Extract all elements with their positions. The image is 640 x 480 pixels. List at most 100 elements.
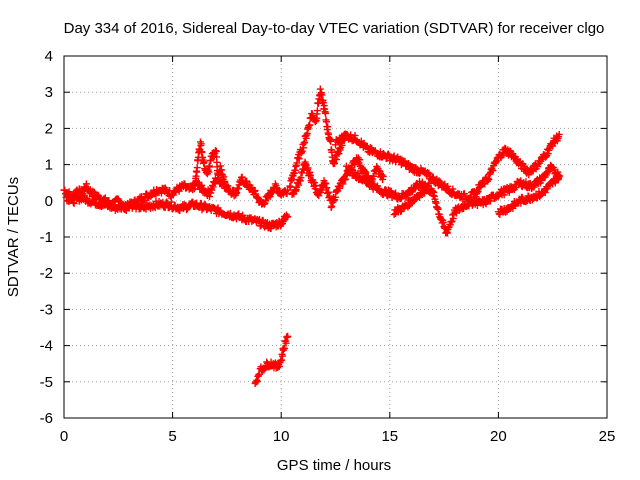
data-point-marker	[306, 121, 314, 129]
data-point-marker	[295, 155, 303, 163]
y-tick-label: 0	[45, 193, 53, 210]
data-point-marker	[214, 204, 222, 212]
data-point-marker	[91, 195, 99, 203]
data-point-marker	[318, 91, 326, 99]
data-point-marker	[473, 201, 481, 209]
series-late-bottom	[494, 170, 563, 218]
data-point-marker	[226, 209, 234, 217]
x-tick-label: 20	[490, 428, 507, 445]
data-point-marker	[266, 193, 274, 201]
data-point-marker	[205, 168, 213, 176]
data-point-marker	[134, 200, 142, 208]
y-tick-label: 4	[45, 48, 53, 65]
data-point-marker	[176, 207, 184, 215]
data-point-marker	[197, 140, 205, 148]
data-point-marker	[404, 203, 412, 211]
data-point-marker	[500, 191, 508, 199]
data-point-marker	[555, 172, 563, 180]
data-point-marker	[425, 179, 433, 187]
data-point-marker	[200, 201, 208, 209]
y-tick-label: -2	[40, 265, 53, 282]
series-lower-branch	[62, 191, 292, 233]
series-storm-peak	[286, 85, 350, 191]
data-point-marker	[101, 194, 109, 202]
data-point-marker	[328, 202, 336, 210]
data-point-marker	[324, 123, 332, 131]
data-point-marker	[221, 177, 229, 185]
x-tick-label: 10	[273, 428, 290, 445]
y-tick-label: 2	[45, 120, 53, 137]
data-point-marker	[486, 197, 494, 205]
plot-frame	[63, 55, 608, 419]
data-point-marker	[425, 169, 433, 177]
x-axis-label: GPS time / hours	[277, 457, 391, 474]
y-tick-label: 3	[45, 84, 53, 101]
data-point-marker	[351, 131, 359, 139]
data-point-marker	[536, 193, 544, 201]
y-tick-label: -5	[40, 374, 53, 391]
data-markers	[60, 85, 563, 387]
series-negative-excursion	[251, 332, 292, 387]
series-late-upper	[473, 130, 563, 196]
data-point-marker	[362, 168, 370, 176]
y-tick-label: 1	[45, 157, 53, 174]
data-point-marker	[175, 187, 183, 195]
data-point-marker	[340, 136, 348, 144]
data-point-marker	[449, 185, 457, 193]
tick-labels: 0 5 10 15 20 25 -6 -5 -4 -3 -2 -1 0 1 2 3 4	[40, 48, 616, 445]
data-point-marker	[279, 352, 287, 360]
x-tick-label: 25	[599, 428, 616, 445]
data-point-marker	[304, 164, 312, 172]
data-point-marker	[390, 211, 398, 219]
series-post-storm-upper	[332, 130, 481, 204]
data-point-marker	[460, 190, 468, 198]
data-point-marker	[255, 370, 263, 378]
data-point-marker	[70, 199, 78, 207]
data-point-marker	[200, 158, 208, 166]
y-tick-label: -4	[40, 338, 53, 355]
data-point-marker	[392, 189, 400, 197]
axis-ticks	[63, 55, 608, 419]
data-point-marker	[397, 207, 405, 215]
x-tick-label: 5	[168, 428, 176, 445]
data-point-marker	[224, 182, 232, 190]
data-point-marker	[327, 137, 335, 145]
data-point-marker	[167, 198, 175, 206]
y-tick-label: -3	[40, 301, 53, 318]
data-point-marker	[347, 165, 355, 173]
chart-title: Day 334 of 2016, Sidereal Day-to-day VTE…	[64, 20, 605, 37]
data-point-marker	[83, 194, 91, 202]
y-axis-label: SDTVAR / TECUs	[5, 177, 22, 297]
data-point-marker	[423, 186, 431, 194]
x-tick-label: 0	[60, 428, 68, 445]
data-point-marker	[555, 130, 563, 138]
data-point-marker	[354, 169, 362, 177]
data-point-marker	[282, 339, 290, 347]
gridlines	[64, 56, 607, 418]
data-point-marker	[206, 163, 214, 171]
data-point-marker	[379, 172, 387, 180]
data-point-marker	[298, 147, 306, 155]
data-point-marker	[157, 200, 165, 208]
data-point-marker	[301, 138, 309, 146]
data-point-marker	[474, 187, 482, 195]
data-point-marker	[313, 107, 321, 115]
data-point-marker	[94, 191, 102, 199]
data-point-marker	[284, 213, 292, 221]
data-point-marker	[162, 186, 170, 194]
data-point-marker	[89, 187, 97, 195]
data-point-marker	[444, 182, 452, 190]
data-point-marker	[284, 332, 292, 340]
series-spike-near-6h	[190, 138, 229, 193]
x-tick-label: 15	[381, 428, 398, 445]
y-tick-label: -6	[40, 410, 53, 427]
data-point-marker	[69, 199, 77, 207]
data-point-marker	[502, 208, 510, 216]
data-point-marker	[261, 365, 269, 373]
data-point-marker	[280, 344, 288, 352]
data-point-marker	[232, 215, 240, 223]
data-point-marker	[356, 156, 364, 164]
data-point-marker	[531, 181, 539, 189]
data-point-marker	[322, 109, 330, 117]
